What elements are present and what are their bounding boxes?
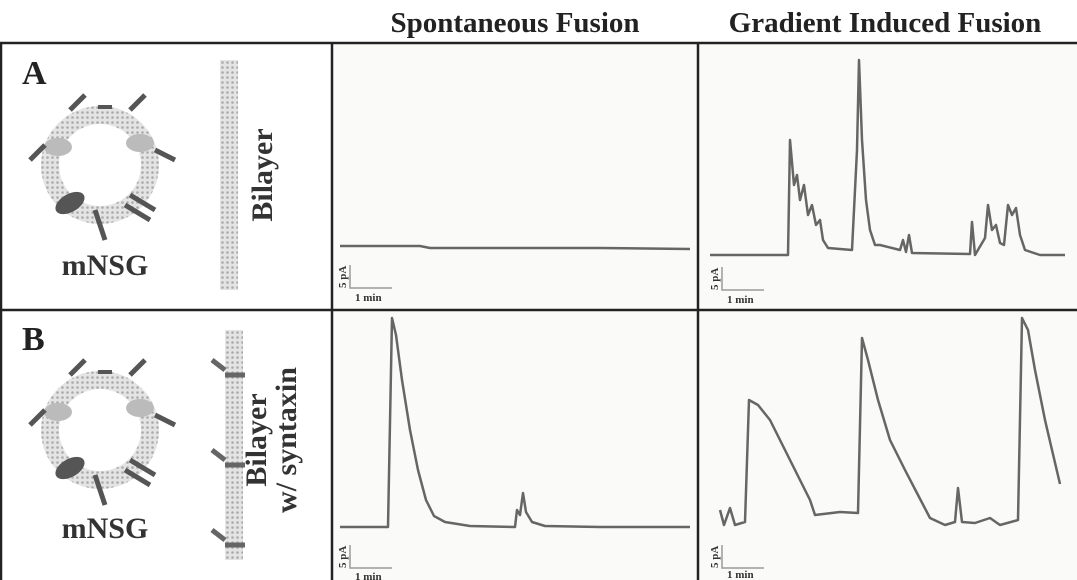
scale-current: 5 pA bbox=[337, 266, 349, 288]
membrane-label: Bilayer bbox=[240, 393, 273, 486]
grid bbox=[0, 41, 1077, 580]
scale-bar bbox=[721, 267, 764, 291]
panel-label: B bbox=[22, 321, 45, 358]
syntaxin bbox=[210, 358, 245, 548]
scale-time: 1 min bbox=[355, 571, 382, 580]
membrane-label: Bilayer bbox=[246, 128, 279, 221]
scale-time: 1 min bbox=[355, 292, 382, 304]
scale-bar bbox=[349, 265, 392, 289]
panel-label: A bbox=[22, 55, 47, 92]
trace bbox=[710, 58, 1065, 257]
membrane-label: w/ syntaxin bbox=[270, 367, 303, 513]
scale-current: 5 pA bbox=[337, 546, 349, 568]
trace-area bbox=[333, 44, 1077, 580]
trace bbox=[718, 316, 1062, 527]
scale-bar bbox=[349, 545, 392, 569]
vesicle-label: mNSG bbox=[62, 512, 149, 545]
bilayer bbox=[220, 60, 238, 290]
trace bbox=[340, 316, 690, 529]
scale-bar bbox=[721, 545, 764, 569]
vesicle-label: mNSG bbox=[62, 249, 149, 282]
scale-current: 5 pA bbox=[709, 546, 721, 568]
scale-time: 1 min bbox=[727, 569, 754, 580]
column-header: Spontaneous Fusion bbox=[390, 7, 639, 39]
trace bbox=[340, 244, 691, 251]
column-header: Gradient Induced Fusion bbox=[729, 7, 1042, 39]
bilayer bbox=[225, 330, 243, 560]
scale-current: 5 pA bbox=[709, 268, 721, 290]
scale-time: 1 min bbox=[727, 294, 754, 306]
